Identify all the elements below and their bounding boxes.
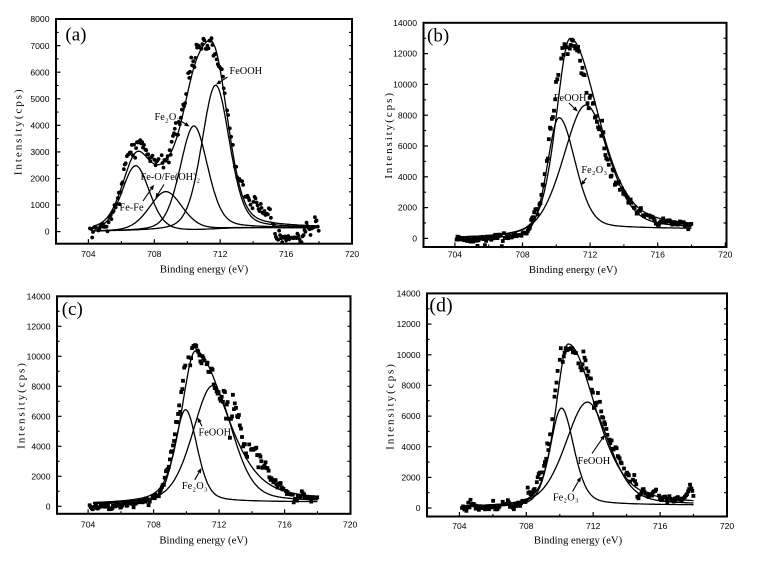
svg-text:4000: 4000 bbox=[401, 442, 420, 452]
svg-text:8000: 8000 bbox=[30, 14, 49, 24]
svg-text:712: 712 bbox=[213, 249, 228, 259]
svg-text:FeOOH: FeOOH bbox=[578, 456, 611, 467]
svg-text:Binding energy (eV): Binding energy (eV) bbox=[529, 264, 618, 276]
svg-text:Fe2O3: Fe2O3 bbox=[182, 481, 207, 493]
svg-text:1000: 1000 bbox=[30, 200, 49, 210]
svg-text:716: 716 bbox=[651, 250, 666, 260]
svg-text:Binding energy (eV): Binding energy (eV) bbox=[534, 535, 623, 547]
svg-text:716: 716 bbox=[277, 520, 292, 530]
svg-text:12000: 12000 bbox=[393, 49, 417, 59]
svg-text:6000: 6000 bbox=[31, 411, 50, 421]
svg-text:720: 720 bbox=[720, 521, 735, 531]
svg-text:720: 720 bbox=[718, 250, 733, 260]
svg-text:(d): (d) bbox=[429, 295, 452, 317]
svg-text:2000: 2000 bbox=[31, 471, 50, 481]
svg-text:Intensity(cps): Intensity(cps) bbox=[13, 87, 25, 175]
svg-text:704: 704 bbox=[81, 520, 96, 530]
svg-text:3000: 3000 bbox=[30, 147, 49, 157]
svg-text:4000: 4000 bbox=[30, 120, 49, 130]
svg-text:(b): (b) bbox=[427, 26, 449, 47]
svg-text:2000: 2000 bbox=[401, 473, 420, 483]
svg-text:FeOOH: FeOOH bbox=[230, 66, 263, 77]
svg-text:Intensity(cps): Intensity(cps) bbox=[16, 361, 28, 449]
svg-text:Fe2O3: Fe2O3 bbox=[155, 112, 180, 124]
svg-text:712: 712 bbox=[586, 521, 601, 531]
svg-text:14000: 14000 bbox=[27, 291, 51, 301]
svg-text:6000: 6000 bbox=[398, 141, 417, 151]
svg-text:12000: 12000 bbox=[397, 319, 421, 329]
svg-text:7000: 7000 bbox=[30, 41, 49, 51]
svg-text:10000: 10000 bbox=[393, 80, 417, 90]
svg-text:(a): (a) bbox=[65, 25, 86, 46]
svg-text:10000: 10000 bbox=[27, 351, 51, 361]
svg-text:Intensity(cps): Intensity(cps) bbox=[384, 362, 396, 450]
svg-text:5000: 5000 bbox=[30, 94, 49, 104]
svg-text:8000: 8000 bbox=[31, 381, 50, 391]
svg-text:Intensity(cps): Intensity(cps) bbox=[383, 91, 395, 179]
svg-text:Binding energy (eV): Binding energy (eV) bbox=[159, 535, 248, 547]
svg-text:FeOOH: FeOOH bbox=[554, 93, 587, 104]
svg-text:720: 720 bbox=[343, 520, 358, 530]
svg-text:716: 716 bbox=[279, 249, 294, 259]
svg-text:12000: 12000 bbox=[27, 321, 51, 331]
svg-text:708: 708 bbox=[146, 520, 161, 530]
svg-text:8000: 8000 bbox=[401, 381, 420, 391]
svg-text:708: 708 bbox=[515, 250, 530, 260]
svg-text:Fe-Fe: Fe-Fe bbox=[120, 203, 144, 214]
svg-text:14000: 14000 bbox=[397, 289, 421, 299]
svg-text:Fe-O/Fe(OH)2: Fe-O/Fe(OH)2 bbox=[141, 172, 200, 184]
svg-text:6000: 6000 bbox=[30, 67, 49, 77]
svg-text:720: 720 bbox=[345, 249, 360, 259]
svg-text:2000: 2000 bbox=[398, 203, 417, 213]
svg-text:0: 0 bbox=[412, 234, 417, 244]
svg-text:0: 0 bbox=[45, 227, 50, 237]
svg-text:2000: 2000 bbox=[30, 174, 49, 184]
svg-text:Fe2O3: Fe2O3 bbox=[581, 165, 606, 177]
svg-text:FeOOH: FeOOH bbox=[199, 427, 232, 438]
svg-text:(c): (c) bbox=[62, 299, 83, 320]
svg-text:704: 704 bbox=[81, 249, 96, 259]
svg-text:704: 704 bbox=[448, 250, 463, 260]
svg-text:716: 716 bbox=[653, 521, 668, 531]
svg-text:8000: 8000 bbox=[398, 110, 417, 120]
svg-text:0: 0 bbox=[416, 503, 421, 513]
svg-text:704: 704 bbox=[452, 521, 467, 531]
svg-text:708: 708 bbox=[147, 249, 162, 259]
svg-text:0: 0 bbox=[46, 501, 51, 511]
svg-text:Fe2O3: Fe2O3 bbox=[553, 492, 578, 504]
svg-text:14000: 14000 bbox=[393, 18, 417, 28]
svg-text:708: 708 bbox=[519, 521, 534, 531]
svg-text:10000: 10000 bbox=[397, 350, 421, 360]
svg-text:712: 712 bbox=[212, 520, 227, 530]
svg-text:4000: 4000 bbox=[31, 441, 50, 451]
svg-text:712: 712 bbox=[583, 250, 598, 260]
svg-text:Binding energy (eV): Binding energy (eV) bbox=[160, 263, 249, 275]
svg-text:4000: 4000 bbox=[398, 172, 417, 182]
svg-text:6000: 6000 bbox=[401, 411, 420, 421]
